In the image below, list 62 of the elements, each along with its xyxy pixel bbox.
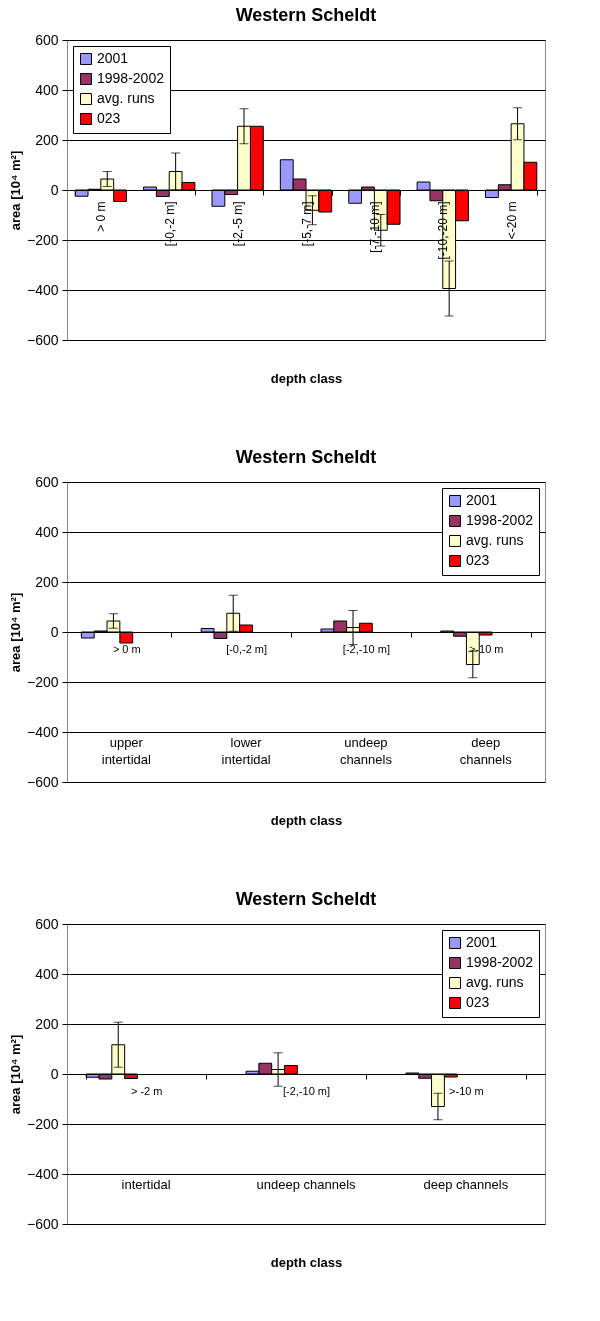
annotation: deep channels <box>423 1177 509 1192</box>
y-tick-label: −400 <box>26 281 59 298</box>
legend-label: 1998-2002 <box>466 954 534 970</box>
y-tick-label: 200 <box>35 131 59 148</box>
y-tick-label: 400 <box>35 523 59 540</box>
y-tick-label: −600 <box>26 331 59 348</box>
x-tick-label: >-10 m <box>449 1084 484 1097</box>
y-tick-label: −400 <box>26 1165 59 1182</box>
x-tick-label: <-20 m <box>504 201 519 240</box>
y-tick-label: −200 <box>26 1115 59 1132</box>
annotation: undeep channels <box>339 735 393 767</box>
y-tick-label: 400 <box>35 81 59 98</box>
y-tick-label: 0 <box>50 623 59 640</box>
y-tick-label: −200 <box>26 673 59 690</box>
y-tick-label: 600 <box>35 31 59 48</box>
y-tick-label: 400 <box>35 965 59 982</box>
x-tick-label: [-7,-10 m] <box>367 201 382 253</box>
x-tick-label: > 0 m <box>94 201 109 232</box>
legend-label: 023 <box>97 110 121 126</box>
annotation: lower intertidal <box>221 735 271 767</box>
chart-title: Western Scheldt <box>235 889 377 909</box>
legend-label: 2001 <box>466 492 498 508</box>
x-axis-title: depth class <box>270 812 343 828</box>
y-tick-label: −600 <box>26 773 59 790</box>
x-tick-label: [-0,-2 m] <box>226 642 268 655</box>
x-axis-title: depth class <box>270 1254 343 1270</box>
x-tick-label: > 0 m <box>112 642 141 655</box>
legend-label: 023 <box>466 994 490 1010</box>
y-tick-label: 600 <box>35 915 59 932</box>
x-tick-label: [-10,-20 m] <box>436 201 451 260</box>
y-axis-title: area [10⁴ m²] <box>7 1034 23 1115</box>
chart-title: Western Scheldt <box>235 5 377 25</box>
legend-label: 2001 <box>466 934 498 950</box>
legend-label: 1998-2002 <box>97 70 165 86</box>
annotation: deep channels <box>459 735 513 767</box>
y-tick-label: −200 <box>26 231 59 248</box>
legend-label: 023 <box>466 552 490 568</box>
y-tick-label: 600 <box>35 473 59 490</box>
y-tick-label: −400 <box>26 723 59 740</box>
x-tick-label: > -2 m <box>130 1084 163 1097</box>
y-axis-title: area [10⁴ m²] <box>7 592 23 673</box>
legend-label: avg. runs <box>466 974 524 990</box>
annotation: intertidal <box>121 1177 171 1192</box>
y-tick-label: −600 <box>26 1215 59 1232</box>
y-tick-label: 0 <box>50 181 59 198</box>
legend-label: avg. runs <box>97 90 155 106</box>
y-tick-label: 200 <box>35 573 59 590</box>
x-tick-label: [-2,-10 m] <box>282 1084 331 1097</box>
chart-title: Western Scheldt <box>235 447 377 467</box>
y-axis-title: area [10⁴ m²] <box>7 150 23 231</box>
x-tick-label: [-2,-10 m] <box>342 642 390 655</box>
annotation: undeep channels <box>256 1177 357 1192</box>
legend-label: avg. runs <box>466 532 524 548</box>
y-tick-label: 200 <box>35 1015 59 1032</box>
x-axis-title: depth class <box>270 370 343 386</box>
legend-label: 1998-2002 <box>466 512 534 528</box>
annotation: upper intertidal <box>101 735 151 767</box>
legend-label: 2001 <box>97 50 129 66</box>
x-tick-label: [-2,-5 m] <box>231 201 246 247</box>
x-tick-label: [-0,-2 m] <box>162 201 177 247</box>
x-tick-label: [-5,-7 m] <box>299 201 314 247</box>
y-tick-label: 0 <box>50 1065 59 1082</box>
